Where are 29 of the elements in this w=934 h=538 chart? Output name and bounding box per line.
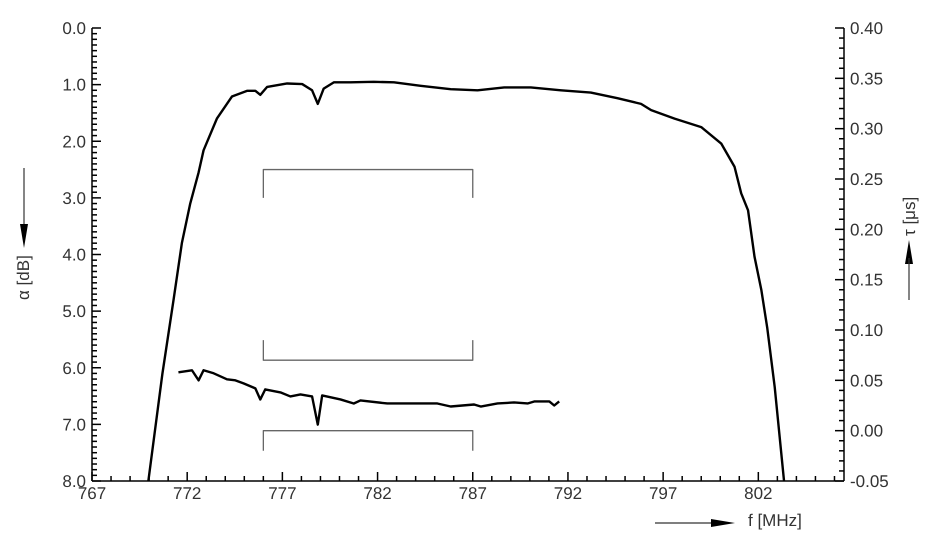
y-tick-label: 5.0	[62, 302, 86, 322]
y2-tick-label: 0.30	[850, 120, 884, 139]
y-tick-label: 0.0	[62, 19, 86, 38]
line-series	[177, 369, 560, 426]
y-tick-label: 2.0	[62, 132, 86, 152]
y2-tick-label: 0.00	[850, 422, 884, 441]
x-tick-label: 777	[268, 484, 297, 503]
y-axis-title: α [dB]	[14, 255, 33, 300]
x-tick-label: 782	[363, 484, 392, 503]
y-tick-label: 6.0	[62, 358, 86, 378]
y2-tick-label: 0.35	[850, 69, 884, 88]
y2-tick-label: 0.10	[850, 321, 884, 340]
y-tick-label: 1.0	[62, 76, 86, 95]
y2-tick-label: 0.20	[850, 220, 884, 240]
x-tick-label: 772	[173, 484, 202, 503]
y2-tick-label: -0.05	[850, 472, 889, 491]
y2-tick-label: 0.15	[850, 270, 884, 290]
x-tick-label: 792	[554, 484, 582, 503]
y2-tick-label: 0.25	[850, 170, 884, 189]
x-axis-title: f [MHz]	[748, 511, 802, 530]
y2-axis-title: τ [μs]	[900, 196, 919, 236]
x-tick-label: 797	[648, 484, 678, 503]
y-tick-label: 7.0	[62, 415, 86, 434]
y-tick-label: 4.0	[62, 246, 86, 264]
x-tick-label: 787	[458, 484, 487, 503]
y-tick-label: 3.0	[62, 188, 86, 208]
y2-tick-label: 0.40	[850, 19, 884, 38]
y2-tick-label: 0.05	[850, 371, 884, 390]
x-tick-label: 802	[744, 484, 773, 503]
